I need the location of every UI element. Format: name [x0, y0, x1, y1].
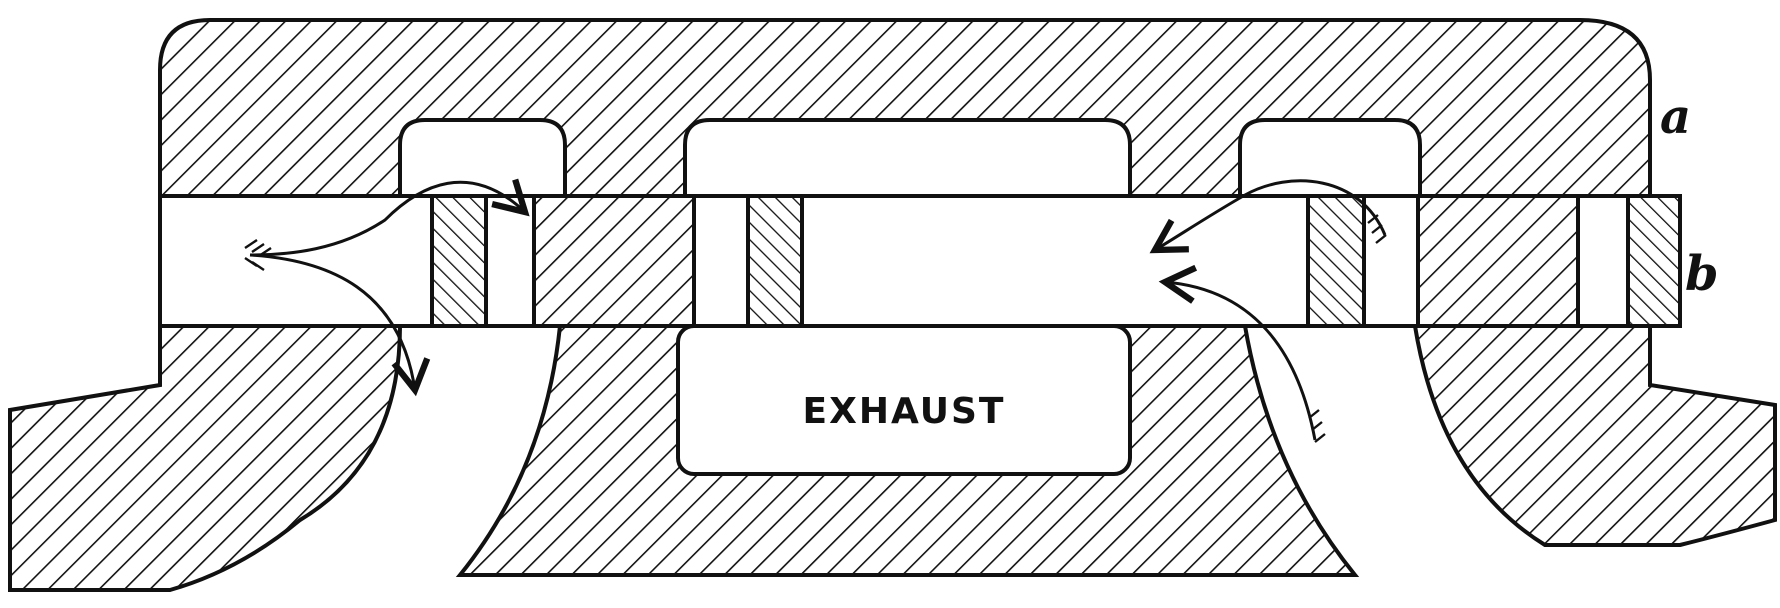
valve-block-3	[746, 194, 804, 328]
valve-block-6	[1626, 194, 1682, 328]
valve-block-2	[532, 194, 696, 328]
valve-block-1	[430, 194, 488, 328]
exhaust-label: EXHAUST	[803, 391, 1006, 432]
valve-block-5	[1416, 194, 1580, 328]
steam-flow-left	[244, 178, 530, 397]
lower-left-casing	[8, 324, 403, 592]
exhaust-chamber	[676, 324, 1132, 476]
label-slide-valve: b	[1685, 246, 1719, 302]
valve-block-4	[1306, 194, 1366, 328]
steam-flow-right	[1149, 179, 1387, 443]
label-casing: a	[1660, 89, 1691, 145]
lower-right-casing	[1412, 324, 1777, 547]
upper-casing	[158, 18, 1652, 198]
